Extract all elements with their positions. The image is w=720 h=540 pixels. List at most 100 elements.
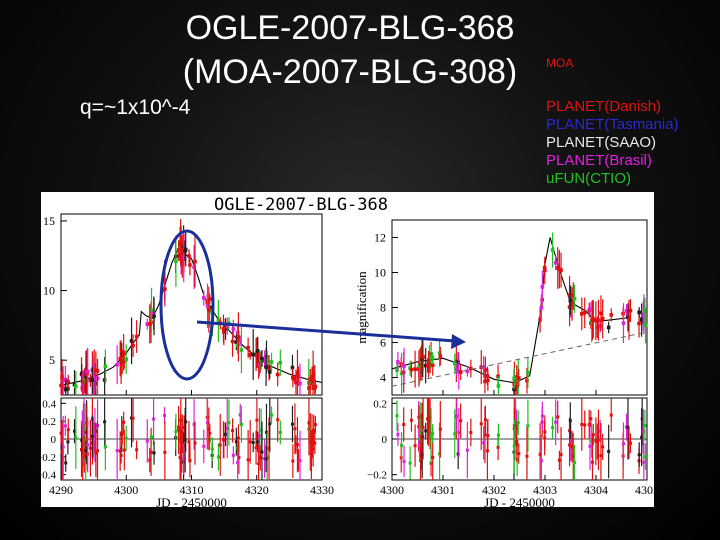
residual-point [85, 421, 89, 425]
residual-point [601, 445, 605, 449]
data-point [486, 378, 490, 382]
lightcurve-figure: 5 10 15 4290 4300 4310 4320 4330 0.4 0.2 0 −0.2 −0.4… [41, 192, 654, 507]
residual-point [459, 419, 463, 423]
y-tick-label: 12 [374, 231, 386, 245]
residual-point [591, 433, 595, 437]
data-point [102, 378, 107, 382]
mass-ratio-text: q=~1x10^-4 [80, 96, 191, 119]
legend-entry: PLANET(Brasil) [546, 152, 652, 169]
data-point [637, 321, 641, 326]
data-point [223, 327, 228, 331]
residual-point [516, 421, 520, 425]
residual-point [238, 413, 242, 417]
residual-point [255, 418, 259, 422]
residual-point [543, 430, 547, 434]
data-point [85, 369, 90, 374]
data-point [88, 378, 93, 383]
legend-entry: uFUN(CTIO) [546, 170, 631, 187]
residual-point [311, 447, 315, 451]
data-point [538, 317, 542, 322]
data-point [74, 384, 78, 388]
residual-point [180, 431, 184, 435]
residual-point [428, 416, 432, 420]
residual-point [182, 457, 186, 461]
residual-point [400, 444, 404, 448]
residual-point [152, 451, 156, 455]
highlight-ellipse [159, 229, 215, 381]
x-tick-label: 4320 [245, 483, 269, 497]
data-point [310, 376, 314, 381]
data-point [591, 317, 596, 321]
data-point [570, 302, 574, 306]
data-point [543, 268, 547, 273]
data-point [454, 367, 459, 372]
residual-point [409, 418, 413, 422]
data-point [409, 367, 414, 372]
residual-point [80, 420, 84, 424]
residual-tick-label: 0.4 [42, 398, 56, 410]
data-point [225, 324, 230, 328]
data-point [205, 303, 210, 308]
data-point [291, 375, 295, 380]
pointer-arrow [196, 320, 456, 343]
data-point [239, 348, 244, 352]
residual-point [296, 458, 300, 462]
data-point [248, 353, 252, 357]
residual-tick-label: 0.2 [42, 416, 56, 428]
data-point [438, 354, 443, 359]
residual-point [276, 418, 280, 422]
data-point [642, 312, 646, 316]
residual-point [568, 443, 572, 447]
data-point [152, 314, 156, 319]
residual-point [626, 425, 630, 429]
residual-point [103, 445, 107, 449]
data-point [568, 298, 573, 303]
x-tick-label: 4304 [584, 483, 608, 497]
residual-point [438, 452, 442, 456]
residual-point [424, 429, 428, 433]
residual-point [236, 436, 240, 440]
data-point [145, 322, 150, 326]
data-point [201, 296, 206, 300]
residual-point [420, 413, 424, 417]
residual-point [313, 441, 317, 445]
residual-point [455, 414, 459, 418]
data-point [572, 296, 577, 301]
residual-point [457, 431, 461, 435]
data-point [60, 375, 64, 379]
residual-point [637, 453, 641, 457]
residual-tick-label: 0 [382, 434, 388, 446]
y-tick-label: 6 [380, 336, 386, 350]
data-point [262, 357, 267, 362]
residual-point [598, 429, 602, 433]
residual-point [426, 417, 430, 421]
residual-point [557, 458, 561, 462]
residual-point [257, 434, 261, 438]
residual-point [295, 443, 299, 447]
legend-entry: PLANET(SAAO) [546, 134, 657, 151]
single-lens-dashed-line [391, 331, 648, 387]
data-point [395, 368, 399, 372]
legend-entry: MOA [546, 56, 574, 70]
data-point [454, 359, 459, 364]
data-point [103, 364, 108, 369]
residual-point [193, 441, 197, 445]
x-axis-label: JD - 2450000 [156, 495, 227, 507]
data-point [208, 297, 212, 301]
data-point [526, 370, 530, 375]
y-tick-label: 10 [374, 266, 386, 280]
data-point [588, 306, 592, 311]
data-point [63, 387, 68, 392]
residual-point [590, 460, 594, 464]
data-point [275, 372, 280, 377]
data-point [264, 365, 268, 369]
residual-point [568, 419, 572, 423]
data-point [131, 343, 135, 348]
residual-point [94, 452, 98, 456]
residual-point [590, 438, 594, 442]
residual-point [278, 430, 282, 434]
residual-point [515, 440, 519, 444]
residual-point [293, 427, 297, 431]
legend-entry: PLANET(Tasmania) [546, 116, 679, 133]
